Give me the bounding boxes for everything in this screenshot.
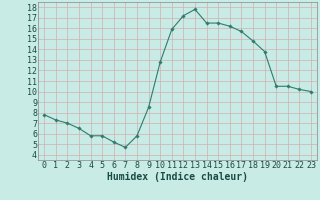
X-axis label: Humidex (Indice chaleur): Humidex (Indice chaleur)	[107, 172, 248, 182]
